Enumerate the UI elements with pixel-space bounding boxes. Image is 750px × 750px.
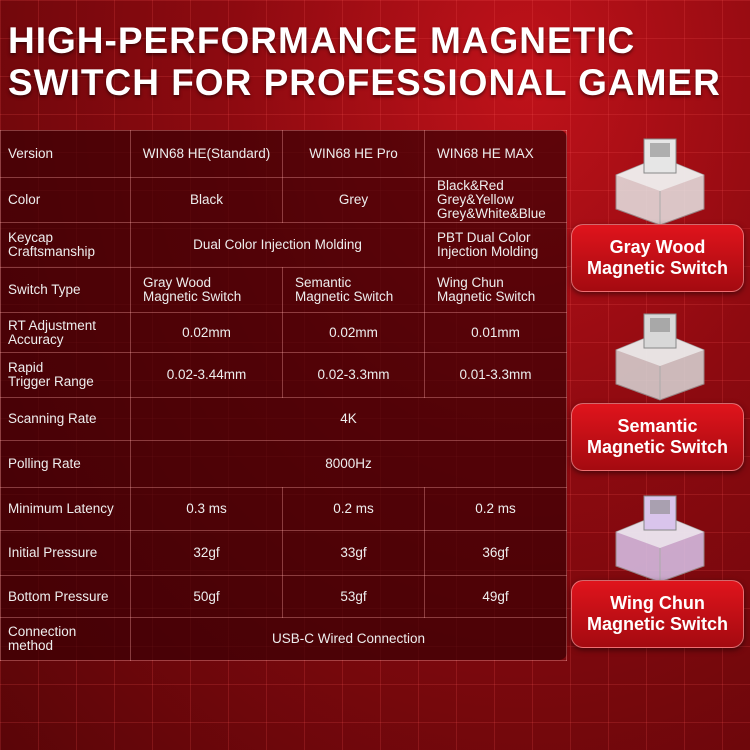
table-cell: 4K [130, 397, 567, 441]
table-cell: Black&Red Grey&Yellow Grey&White&Blue [424, 177, 567, 223]
table-row: Keycap Craftsmanship Dual Color Injection … [0, 222, 567, 268]
table-cell: Grey [282, 177, 425, 223]
table-cell: 0.3 ms [130, 487, 283, 531]
row-label: Connection method [0, 617, 131, 661]
row-label: Color [0, 177, 131, 223]
table-row: Polling Rate 8000Hz [0, 440, 567, 488]
table-cell: Dual Color Injection Molding [130, 222, 425, 268]
row-label: Minimum Latency [0, 487, 131, 531]
table-cell: 0.02mm [130, 312, 283, 353]
table-cell: WIN68 HE(Standard) [130, 130, 283, 178]
table-cell: 0.02-3.3mm [282, 352, 425, 398]
spec-table: Version WIN68 HE(Standard) WIN68 HE Pro WIN… [0, 130, 567, 661]
table-cell: 8000Hz [130, 440, 567, 488]
table-row: RT Adjustment Accuracy 0.02mm 0.02mm 0.01mm [0, 312, 567, 353]
switch-name-badge: Gray Wood Magnetic Switch [571, 224, 744, 292]
table-cell: 36gf [424, 530, 567, 576]
table-row: Connection method USB-C Wired Connection [0, 617, 567, 661]
table-cell: 50gf [130, 575, 283, 618]
table-cell: WIN68 HE MAX [424, 130, 567, 178]
table-row: Minimum Latency 0.3 ms 0.2 ms 0.2 ms [0, 487, 567, 531]
table-row: Version WIN68 HE(Standard) WIN68 HE Pro WIN… [0, 130, 567, 178]
row-label: Keycap Craftsmanship [0, 222, 131, 268]
table-cell: Semantic Magnetic Switch [282, 267, 425, 313]
row-label: Scanning Rate [0, 397, 131, 441]
table-cell: 0.02mm [282, 312, 425, 353]
row-label: Bottom Pressure [0, 575, 131, 618]
table-cell: Wing Chun Magnetic Switch [424, 267, 567, 313]
table-cell: WIN68 HE Pro [282, 130, 425, 178]
table-cell: PBT Dual Color Injection Molding [424, 222, 567, 268]
table-cell: 0.01-3.3mm [424, 352, 567, 398]
table-cell: 0.02-3.44mm [130, 352, 283, 398]
table-cell: 32gf [130, 530, 283, 576]
switch-name-badge: Wing Chun Magnetic Switch [571, 580, 744, 648]
table-cell: USB-C Wired Connection [130, 617, 567, 661]
table-row: Scanning Rate 4K [0, 397, 567, 441]
table-row: Switch Type Gray Wood Magnetic Switch Seman… [0, 267, 567, 313]
key-switch-image [608, 135, 712, 227]
row-label: Switch Type [0, 267, 131, 313]
headline: HIGH-PERFORMANCE MAGNETIC SWITCH FOR PRO… [8, 20, 721, 104]
key-switch-image [608, 310, 712, 402]
row-label: Version [0, 130, 131, 178]
table-row: Color Black Grey Black&Red Grey&Yellow Grey&W… [0, 177, 567, 223]
table-cell: 0.2 ms [424, 487, 567, 531]
table-row: Bottom Pressure 50gf 53gf 49gf [0, 575, 567, 618]
row-label: Initial Pressure [0, 530, 131, 576]
row-label: RT Adjustment Accuracy [0, 312, 131, 353]
row-label: Rapid Trigger Range [0, 352, 131, 398]
key-switch-image [608, 492, 712, 584]
table-cell: 0.01mm [424, 312, 567, 353]
headline-line-1: HIGH-PERFORMANCE MAGNETIC [8, 20, 636, 61]
table-cell: Black [130, 177, 283, 223]
headline-line-2: SWITCH FOR PROFESSIONAL GAMER [8, 62, 721, 103]
row-label: Polling Rate [0, 440, 131, 488]
table-cell: 49gf [424, 575, 567, 618]
table-row: Rapid Trigger Range 0.02-3.44mm 0.02-3.3mm 0… [0, 352, 567, 398]
table-cell: Gray Wood Magnetic Switch [130, 267, 283, 313]
table-row: Initial Pressure 32gf 33gf 36gf [0, 530, 567, 576]
table-cell: 53gf [282, 575, 425, 618]
table-cell: 0.2 ms [282, 487, 425, 531]
switch-name-badge: Semantic Magnetic Switch [571, 403, 744, 471]
table-cell: 33gf [282, 530, 425, 576]
